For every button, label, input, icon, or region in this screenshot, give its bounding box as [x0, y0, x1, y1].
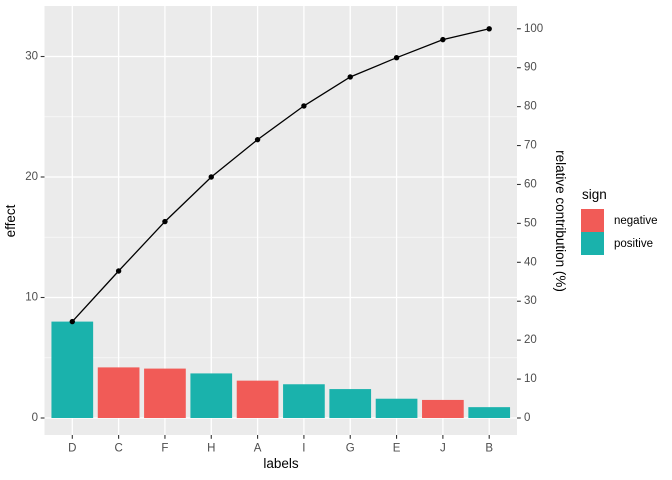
y-axis-title-left: effect	[3, 204, 18, 237]
bar-D	[51, 321, 94, 418]
category-label-J: J	[440, 443, 446, 455]
cumulative-point-G	[347, 74, 353, 80]
right-tick-label: 70	[524, 140, 537, 152]
category-label-B: B	[485, 443, 493, 455]
left-tick-label: 10	[25, 292, 38, 304]
bar-H	[190, 373, 233, 418]
cumulative-point-A	[254, 136, 261, 143]
cumulative-line	[71, 28, 490, 323]
bar-C	[97, 367, 140, 418]
y-axis-title-right: relative contribution (%)	[553, 150, 568, 292]
cumulative-point-D	[69, 318, 75, 325]
category-label-H: H	[207, 443, 215, 455]
legend-swatch-positive	[581, 232, 604, 255]
right-tick-label: 60	[524, 178, 537, 190]
cumulative-point-C	[115, 268, 122, 274]
generated-chart-layer: 0 10 20 30 0 10 20 30 40 50 60 70 80 90 100 D C F H A I G E J B	[25, 6, 543, 455]
legend-item-positive: positive	[581, 232, 657, 255]
left-tick-label: 20	[25, 171, 38, 183]
category-label-E: E	[393, 443, 401, 455]
legend-item-negative: negative	[581, 209, 657, 232]
x-axis-title: labels	[263, 456, 299, 471]
cumulative-point-F	[162, 218, 168, 225]
cumulative-point-B	[486, 26, 492, 32]
right-tick-label: 100	[524, 23, 543, 35]
bar-F	[144, 368, 186, 418]
category-label-I: I	[302, 443, 305, 455]
right-tick-label: 90	[524, 62, 537, 74]
bar-E	[375, 398, 418, 418]
right-tick-label: 0	[524, 412, 530, 424]
cumulative-point-H	[208, 174, 214, 180]
bar-B	[468, 407, 511, 418]
category-label-D: D	[68, 443, 76, 455]
legend-label-positive: positive	[614, 237, 653, 250]
bar-G	[329, 389, 372, 418]
legend-title: sign	[582, 187, 607, 202]
left-tick-label: 0	[32, 412, 38, 424]
right-tick-label: 40	[524, 256, 537, 268]
category-label-A: A	[254, 443, 262, 455]
cumulative-point-E	[393, 55, 400, 61]
right-tick-label: 50	[524, 217, 537, 229]
right-tick-label: 30	[524, 295, 537, 307]
panel-background	[44, 6, 517, 435]
cumulative-point-J	[440, 36, 446, 43]
right-tick-label: 10	[524, 373, 537, 385]
category-label-F: F	[161, 443, 168, 455]
legend-label-negative: negative	[614, 214, 658, 227]
right-tick-label: 20	[524, 334, 537, 346]
category-label-C: C	[114, 443, 122, 455]
cumulative-point-I	[301, 103, 307, 109]
bar-J	[422, 399, 464, 418]
category-label-G: G	[346, 443, 355, 455]
legend-swatch-negative	[581, 209, 604, 232]
bar-I	[283, 384, 325, 418]
left-tick-label: 30	[25, 51, 38, 63]
legend: sign negative positive	[581, 187, 657, 255]
bar-A	[236, 380, 279, 418]
right-tick-label: 80	[524, 101, 537, 113]
